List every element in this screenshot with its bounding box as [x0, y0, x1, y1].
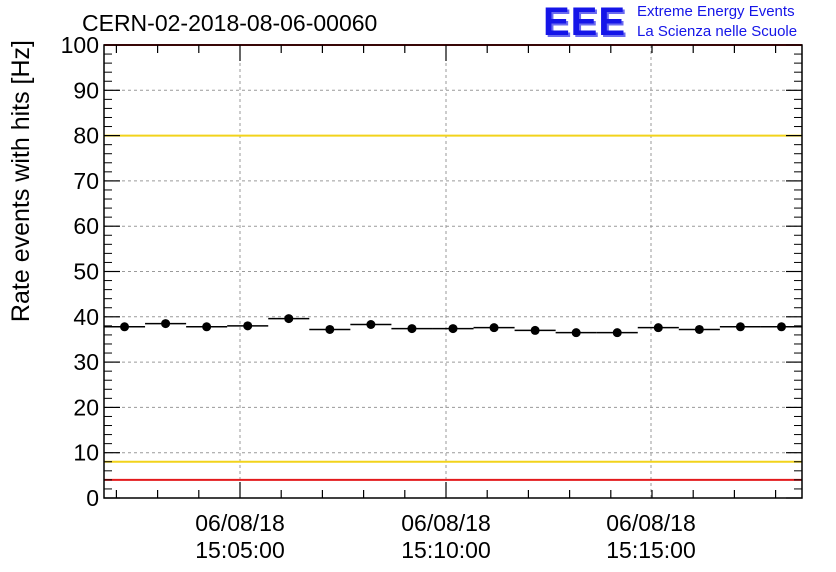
y-tick-label: 20	[73, 394, 99, 420]
data-series	[104, 314, 802, 338]
data-point	[489, 323, 499, 333]
eee-logo: EEE	[543, 0, 627, 44]
x-tick-label: 15:15:00	[606, 537, 696, 563]
y-tick-label: 30	[73, 349, 99, 375]
data-point	[243, 321, 253, 331]
axis-ticks	[104, 44, 802, 499]
data-point	[366, 320, 376, 330]
y-tick-label: 50	[73, 259, 99, 285]
y-axis-label-group: Rate events with hits [Hz]	[7, 40, 35, 322]
plot-frame	[103, 44, 803, 499]
y-tick-label: 80	[73, 123, 99, 149]
data-point	[571, 328, 581, 338]
logo-subtitle-line2: La Scienza nelle Scuole	[637, 23, 798, 40]
x-tick-label: 15:10:00	[401, 537, 491, 563]
y-tick-label: 90	[73, 77, 99, 103]
y-tick-label: 70	[73, 168, 99, 194]
data-point	[284, 314, 294, 324]
y-tick-label: 10	[73, 440, 99, 466]
y-tick-label: 60	[73, 213, 99, 239]
data-point	[202, 322, 212, 332]
data-point	[530, 325, 540, 335]
data-point	[653, 323, 663, 333]
data-point	[612, 328, 622, 338]
x-tick-label: 06/08/18	[195, 510, 285, 536]
chart-title: CERN-02-2018-08-06-00060	[82, 10, 378, 36]
data-point	[407, 324, 417, 334]
data-point	[325, 324, 335, 334]
reference-lines	[104, 44, 802, 481]
data-point	[448, 324, 458, 334]
x-tick-label: 15:05:00	[195, 537, 285, 563]
data-point	[776, 322, 786, 332]
data-point	[694, 324, 704, 334]
x-tick-label: 06/08/18	[606, 510, 696, 536]
data-point	[120, 322, 130, 332]
grid-lines	[104, 45, 802, 498]
x-tick-label: 06/08/18	[401, 510, 491, 536]
logo-subtitle-line1: Extreme Energy Events	[637, 3, 795, 20]
y-tick-label: 0	[86, 485, 99, 511]
y-tick-label: 100	[61, 32, 99, 58]
data-point	[735, 322, 745, 332]
tick-labels: 010203040506070809010006/08/1815:05:0006…	[61, 32, 696, 563]
y-axis-label: Rate events with hits [Hz]	[7, 40, 35, 322]
y-tick-label: 40	[73, 304, 99, 330]
data-point	[161, 319, 171, 329]
